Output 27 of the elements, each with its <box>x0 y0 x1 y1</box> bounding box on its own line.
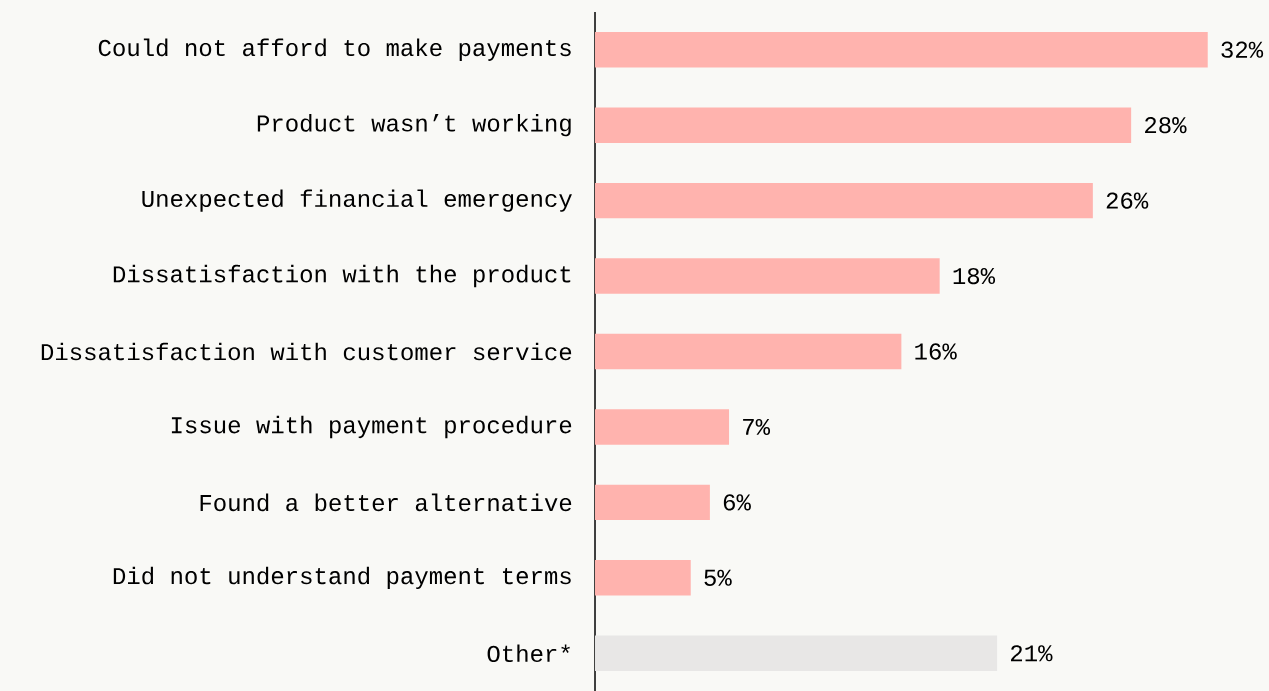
y-tick-label: Product wasn’t working <box>257 113 571 137</box>
data-label: 7% <box>743 418 771 435</box>
y-tick-label: Other* <box>487 644 570 663</box>
y-tick-label: Dissatisfaction with customer service <box>41 342 572 361</box>
data-label: 32% <box>1221 41 1264 58</box>
bar <box>595 182 1093 219</box>
data-label: 16% <box>915 343 957 360</box>
y-tick-label: Did not understand payment terms <box>113 566 571 590</box>
bar <box>595 635 998 671</box>
data-label: 6% <box>723 494 751 511</box>
data-label: 21% <box>1011 645 1053 662</box>
bar <box>595 484 710 521</box>
bar <box>595 107 1132 143</box>
data-label: 5% <box>704 569 732 586</box>
bar <box>595 409 730 445</box>
y-tick-label: Dissatisfaction with the product <box>113 264 571 288</box>
data-label: 18% <box>953 267 996 285</box>
bar <box>595 560 691 596</box>
y-tick-label: Could not afford to make payments <box>98 38 571 61</box>
y-tick-label: Issue with payment procedure <box>171 415 572 439</box>
y-tick-label: Found a better alternative <box>200 493 572 512</box>
data-label: 28% <box>1145 117 1187 134</box>
data-label: 26% <box>1106 192 1149 209</box>
bar <box>595 333 902 370</box>
bar <box>595 258 940 294</box>
y-tick-label: Unexpected financial emergency <box>142 189 572 212</box>
bar <box>595 31 1208 68</box>
